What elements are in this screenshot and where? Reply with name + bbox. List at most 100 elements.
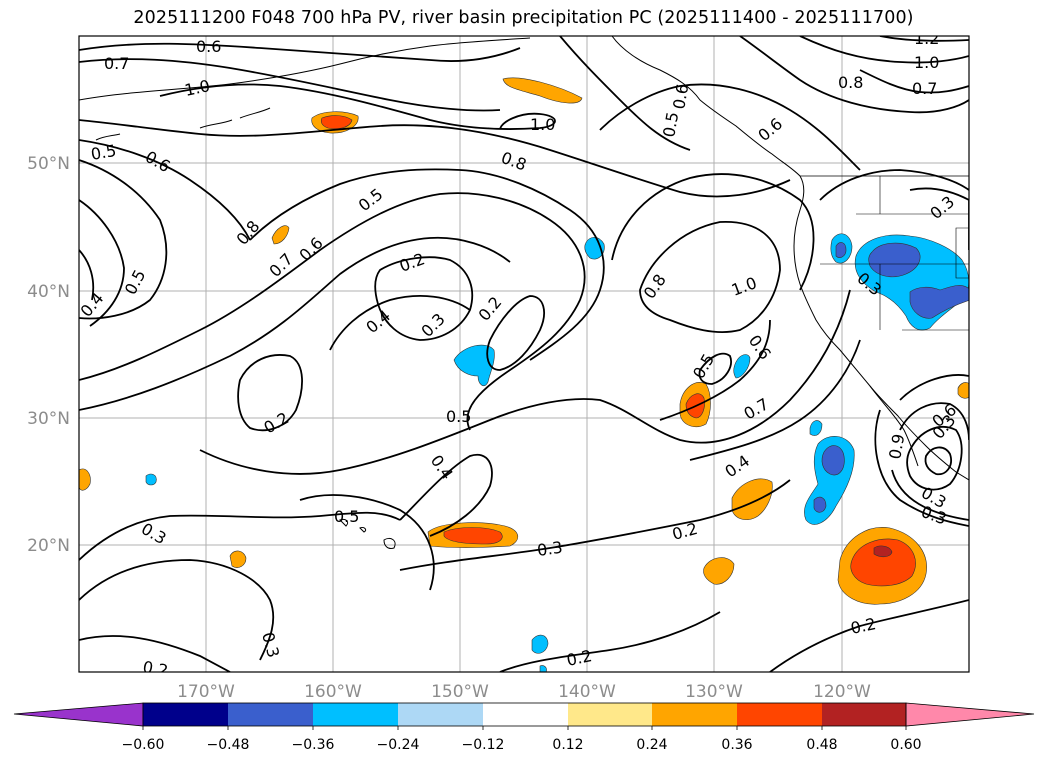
contour-line (399, 479, 791, 571)
contour-line (79, 635, 231, 672)
contour-line (79, 236, 511, 411)
precip-negative-core (909, 285, 969, 319)
colorbar-extend-high (905, 702, 1035, 727)
contour-line (739, 36, 969, 114)
precip-positive-core (443, 527, 503, 545)
contour-label: 0.2 (565, 646, 594, 670)
lat-label: 20°N (27, 536, 70, 556)
map-frame (78, 35, 970, 673)
lon-label: 170°W (177, 682, 235, 702)
colorbar-tick-label: −0.36 (292, 737, 335, 753)
contour-label: 1.0 (183, 76, 212, 100)
contour-line (639, 221, 781, 333)
contour-line (79, 559, 275, 661)
contour-line (249, 168, 605, 361)
precip-positive-peak (873, 545, 893, 558)
colorbar-tick-label: −0.12 (462, 737, 505, 753)
contour-line (79, 139, 251, 241)
contour-label: 0.9 (885, 432, 908, 460)
contour-line (79, 42, 521, 62)
lon-label: 140°W (558, 682, 616, 702)
contour-line (329, 295, 471, 351)
colorbar-tick-label: −0.48 (207, 737, 250, 753)
contour-line (399, 453, 493, 537)
contour-line (237, 354, 303, 432)
colorbar-tick-label: −0.24 (377, 737, 420, 753)
contour-line (891, 469, 969, 521)
contour-line (79, 192, 586, 431)
lat-label: 30°N (27, 409, 70, 429)
gridlines (79, 36, 969, 672)
contour-label: 0.7 (912, 79, 937, 98)
contour-label: 0.6 (196, 37, 221, 56)
coastlines (79, 36, 969, 549)
contour-line (199, 289, 851, 475)
contour-label: 1.2 (914, 29, 939, 48)
contour-line (79, 511, 401, 561)
contour-label: 0.6 (669, 82, 692, 110)
contour-label: 1.0 (530, 115, 555, 134)
precip-positive-area (79, 468, 91, 491)
contour-label: 0.5 (659, 110, 682, 138)
precip-negative-area (453, 344, 495, 387)
contour-line (79, 249, 95, 301)
contour-line (689, 339, 861, 461)
contour-label: 0.7 (104, 54, 129, 73)
colorbar-tick-label: 0.48 (806, 737, 837, 753)
precip-negative-area (809, 420, 823, 436)
colorbar-segment (143, 703, 228, 726)
contour-line (374, 256, 474, 341)
precip-negative-area (531, 634, 549, 654)
contour-line (79, 119, 791, 198)
contour-label: 0.8 (838, 73, 863, 92)
colorbar-tick-label: 0.60 (890, 737, 921, 753)
latitude-labels: 50°N 40°N 30°N 20°N (27, 154, 70, 556)
contour-line (899, 374, 969, 401)
contour-line (79, 199, 125, 327)
colorbar-segment (568, 703, 652, 726)
contour-line (879, 36, 969, 42)
contour-line (486, 295, 545, 371)
lon-label: 160°W (304, 682, 362, 702)
colorbar-segment (822, 703, 906, 726)
precip-positive-area (271, 225, 290, 245)
precip-negative-core (813, 496, 827, 513)
precip-positive-area (731, 478, 773, 520)
contour-label: 0.5 (334, 507, 359, 526)
precip-positive-core (850, 538, 916, 587)
colorbar: −0.60 −0.48 −0.36 −0.24 −0.12 0.12 0.24 … (13, 702, 1035, 753)
colorbar-tick-label: 0.24 (636, 737, 667, 753)
contour-line (499, 611, 721, 672)
contour-line (159, 83, 556, 131)
precip-negative-core (835, 242, 847, 258)
contour-label: 0.2 (849, 614, 878, 638)
alaska-peninsula-coast (79, 37, 531, 101)
precip-negative-core (821, 445, 845, 476)
contour-line (79, 58, 501, 112)
precip-negative-area (145, 473, 157, 486)
contour-line (79, 159, 168, 320)
contour-line (659, 319, 771, 421)
contour-line (599, 83, 861, 171)
precip-positive-area (957, 382, 969, 399)
colorbar-tick-label: 0.12 (552, 737, 583, 753)
precip-negative-core (868, 242, 921, 278)
colorbar-segment (398, 703, 483, 726)
contour-line (924, 446, 952, 476)
precip-fills (79, 77, 969, 672)
contour-label: 1.0 (914, 53, 939, 72)
lat-label: 40°N (27, 282, 70, 302)
lon-label: 130°W (685, 682, 743, 702)
contour-line (819, 169, 969, 201)
longitude-labels: 170°W 160°W 150°W 140°W 130°W 120°W (177, 682, 871, 702)
aleutian-islands (95, 107, 271, 141)
contour-line (874, 409, 969, 527)
contour-line (906, 426, 963, 491)
precip-negative-area (539, 665, 547, 672)
colorbar-extend-low (13, 702, 144, 727)
colorbar-segment (483, 703, 568, 726)
contour-label: 0.3 (536, 538, 564, 560)
colorbar-segment (313, 703, 398, 726)
lon-label: 120°W (813, 682, 871, 702)
